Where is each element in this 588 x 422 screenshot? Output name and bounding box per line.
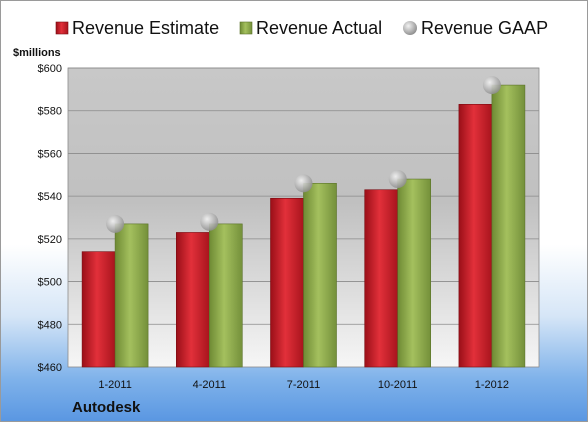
bar-revenue-actual xyxy=(209,223,243,368)
bar-revenue-estimate xyxy=(458,104,493,368)
y-tick-label: $600 xyxy=(38,63,62,75)
y-tick-label: $500 xyxy=(38,277,62,289)
legend-label-estimate: Revenue Estimate xyxy=(72,18,219,38)
y-tick-label: $540 xyxy=(38,191,62,203)
legend-label-gaap: Revenue GAAP xyxy=(421,18,548,38)
y-unit-label: $millions xyxy=(13,47,61,59)
y-tick-label: $580 xyxy=(38,106,62,118)
marker-revenue-gaap xyxy=(388,170,407,189)
legend-swatch-actual xyxy=(239,21,253,35)
legend-item-revenue-actual: Revenue Actual xyxy=(239,18,382,38)
company-name: Autodesk xyxy=(72,399,141,416)
legend-marker-gaap xyxy=(403,21,417,35)
x-tick-label: 1-2011 xyxy=(98,379,131,391)
y-tick-label: $560 xyxy=(38,148,62,160)
marker-revenue-gaap xyxy=(106,214,125,233)
legend-label-actual: Revenue Actual xyxy=(256,18,382,38)
x-tick-label: 1-2012 xyxy=(475,379,509,391)
gaap-markers xyxy=(106,76,501,233)
legend-item-revenue-estimate: Revenue Estimate xyxy=(55,18,219,38)
y-tick-label: $460 xyxy=(38,362,62,374)
y-tick-label: $480 xyxy=(38,319,62,331)
bar-revenue-estimate xyxy=(270,197,304,368)
bar-revenue-estimate xyxy=(176,232,210,368)
marker-revenue-gaap xyxy=(294,174,313,193)
bars xyxy=(81,84,526,368)
x-tick-label: 7-2011 xyxy=(287,379,320,391)
bar-revenue-actual xyxy=(303,183,337,368)
marker-revenue-gaap xyxy=(200,212,219,231)
x-tick-label: 10-2011 xyxy=(378,379,418,391)
bar-revenue-actual xyxy=(114,223,149,368)
y-tick-label: $520 xyxy=(38,234,62,246)
bar-revenue-actual xyxy=(397,178,432,368)
bar-revenue-actual xyxy=(491,84,526,368)
bar-revenue-estimate xyxy=(81,251,116,368)
x-tick-label: 4-2011 xyxy=(193,379,226,391)
bar-revenue-estimate xyxy=(364,189,399,368)
legend-item-revenue-gaap: Revenue GAAP xyxy=(403,18,548,38)
x-axis-ticks: 1-2011 4-2011 7-2011 10-2011 1-2012 xyxy=(98,379,509,391)
legend: Revenue Estimate Revenue Actual Revenue … xyxy=(55,18,548,38)
marker-revenue-gaap xyxy=(482,76,501,95)
legend-swatch-estimate xyxy=(55,21,69,35)
y-axis-ticks: $460 $480 $500 $520 $540 $560 $580 $600 xyxy=(38,63,62,374)
